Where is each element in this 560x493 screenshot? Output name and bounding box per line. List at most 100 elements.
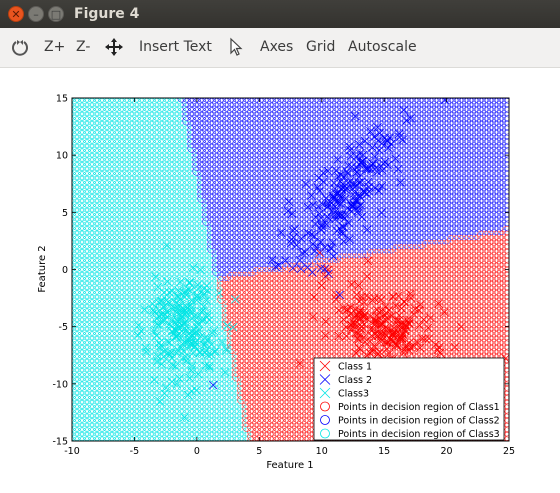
region-point — [247, 180, 257, 190]
region-point — [122, 399, 132, 409]
region-point — [107, 271, 117, 281]
region-point — [177, 171, 187, 181]
region-point — [162, 271, 172, 281]
region-point — [187, 221, 197, 231]
region-point — [247, 157, 257, 167]
region-point — [77, 331, 87, 341]
region-point — [177, 431, 187, 441]
region-point — [127, 335, 137, 345]
region-point — [252, 308, 262, 318]
region-point — [327, 171, 337, 181]
region-point — [167, 244, 177, 254]
region-point — [112, 111, 122, 121]
region-point — [242, 358, 252, 368]
region-point — [287, 308, 297, 318]
region-point — [302, 271, 312, 281]
region-point — [122, 395, 132, 405]
region-point — [212, 299, 222, 309]
region-point — [172, 422, 182, 432]
region-point — [127, 244, 137, 254]
region-point — [187, 157, 197, 167]
axes-button[interactable]: Axes — [260, 39, 294, 55]
region-point — [227, 326, 237, 336]
region-point — [387, 303, 397, 313]
region-point — [127, 285, 137, 295]
pan-move-icon[interactable] — [104, 37, 124, 61]
region-point — [147, 404, 157, 414]
region-point — [157, 399, 167, 409]
region-point — [242, 207, 252, 217]
region-point — [77, 395, 87, 405]
zoom-in-button[interactable]: Z+ — [44, 39, 66, 55]
region-point — [297, 331, 307, 341]
region-point — [322, 116, 332, 126]
region-point — [167, 98, 177, 108]
region-point — [122, 381, 132, 391]
region-point — [237, 413, 247, 423]
region-point — [247, 107, 257, 117]
region-point — [347, 134, 357, 144]
region-point — [92, 367, 102, 377]
window-minimize-button[interactable]: – — [28, 6, 44, 22]
region-point — [182, 221, 192, 231]
region-point — [322, 130, 332, 140]
region-point — [157, 418, 167, 428]
region-point — [167, 102, 177, 112]
region-point — [292, 345, 302, 354]
region-point — [197, 258, 207, 268]
region-point — [262, 345, 272, 354]
region-point — [182, 363, 192, 373]
region-point — [147, 235, 157, 245]
region-point — [107, 335, 117, 345]
region-point — [102, 422, 112, 432]
region-point — [192, 207, 202, 217]
region-point — [237, 335, 247, 345]
region-point — [357, 175, 367, 185]
zoom-out-button[interactable]: Z- — [76, 39, 91, 55]
region-point — [267, 354, 277, 364]
region-point — [307, 253, 317, 263]
region-point — [292, 162, 302, 172]
region-point — [147, 221, 157, 231]
region-point — [252, 340, 262, 350]
window-maximize-button[interactable]: □ — [48, 6, 64, 22]
region-point — [72, 367, 82, 377]
region-point — [92, 290, 102, 300]
reset-rotate-icon[interactable] — [10, 37, 30, 61]
region-point — [207, 189, 217, 199]
region-point — [192, 358, 202, 368]
region-point — [107, 354, 117, 364]
region-point — [267, 431, 277, 441]
insert-text-button[interactable]: Insert Text — [139, 39, 212, 55]
region-point — [357, 212, 367, 222]
region-point — [82, 345, 92, 354]
window-close-button[interactable]: ✕ — [8, 6, 24, 22]
region-point — [187, 253, 197, 263]
region-point — [137, 294, 147, 304]
region-point — [247, 185, 257, 194]
select-pointer-icon[interactable] — [228, 37, 244, 61]
region-point — [262, 162, 272, 172]
region-point — [172, 194, 182, 204]
region-point — [137, 367, 147, 377]
region-point — [102, 294, 112, 304]
region-point — [92, 326, 102, 336]
autoscale-button[interactable]: Autoscale — [348, 39, 417, 55]
region-point — [142, 386, 152, 396]
region-point — [112, 322, 122, 332]
region-point — [177, 98, 187, 108]
region-point — [207, 102, 217, 112]
region-point — [187, 125, 197, 135]
region-point — [252, 345, 262, 354]
region-point — [222, 212, 232, 222]
region-point — [302, 303, 312, 313]
region-point — [322, 175, 332, 185]
grid-button[interactable]: Grid — [306, 39, 336, 55]
region-point — [202, 395, 212, 405]
region-point — [237, 198, 247, 208]
region-point — [232, 98, 242, 108]
region-point — [147, 130, 157, 140]
region-point — [252, 281, 262, 290]
region-point — [252, 271, 262, 281]
region-point — [227, 399, 237, 409]
